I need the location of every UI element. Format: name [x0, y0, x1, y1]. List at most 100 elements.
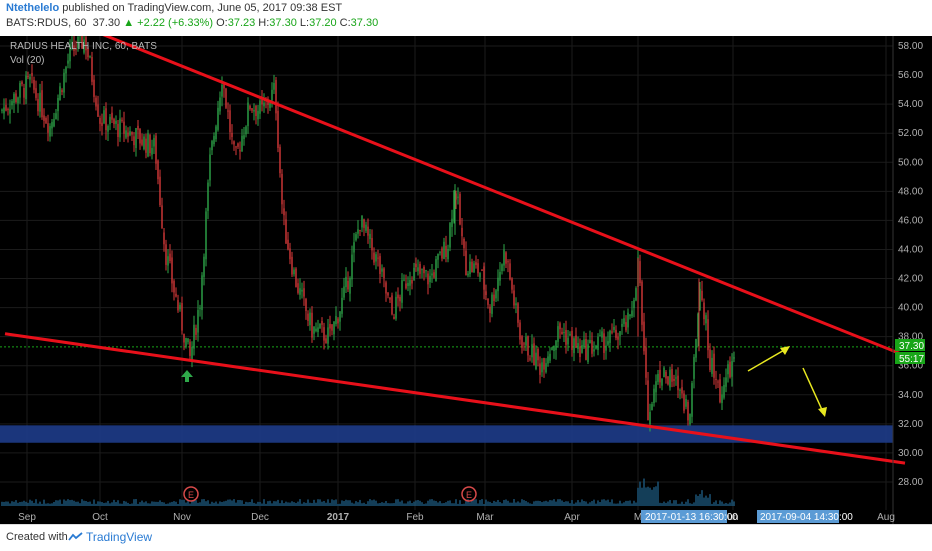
- volume-bar: [603, 499, 605, 506]
- tradingview-brand-link[interactable]: TradingView: [86, 530, 153, 544]
- candle-body: [451, 218, 453, 227]
- candle-body: [207, 182, 209, 211]
- candle-body: [593, 349, 595, 352]
- volume-bar: [545, 500, 547, 506]
- volume-bar: [427, 500, 429, 506]
- volume-bar: [679, 503, 681, 506]
- volume-bar: [179, 499, 181, 506]
- candle-body: [213, 136, 215, 145]
- candle-body: [319, 323, 321, 329]
- candle-body: [383, 268, 385, 279]
- y-tick-label: 54.00: [898, 99, 923, 110]
- candle-body: [673, 378, 675, 381]
- volume-bar: [733, 501, 735, 506]
- price-chart[interactable]: 58.00 56.00 54.00 52.00 50.00 48.00 46.00 44.00…: [0, 36, 932, 524]
- volume-bar: [511, 502, 513, 506]
- candle-body: [597, 336, 599, 350]
- volume-bar: [69, 500, 71, 506]
- volume-bar: [551, 500, 553, 506]
- candle-body: [721, 394, 723, 403]
- candle-body: [237, 143, 239, 147]
- volume-bar: [523, 500, 525, 506]
- candle-body: [25, 75, 27, 100]
- candle-body: [349, 278, 351, 294]
- volume-bar: [585, 501, 587, 506]
- volume-bar: [409, 500, 411, 506]
- candle-body: [327, 327, 329, 344]
- candle-body: [665, 371, 667, 379]
- candle-body: [71, 41, 73, 44]
- candle-body: [285, 219, 287, 244]
- volume-bar: [309, 502, 311, 506]
- y-tick-label: 44.00: [898, 244, 923, 255]
- earnings-marker-2[interactable]: E: [461, 486, 477, 502]
- candle-body: [403, 279, 405, 281]
- volume-bar: [39, 501, 41, 506]
- volume-bar: [253, 502, 255, 506]
- volume-bar: [697, 495, 699, 506]
- candle-body: [475, 262, 477, 265]
- candle-body: [653, 388, 655, 404]
- volume-bar: [593, 499, 595, 506]
- candle-body: [581, 345, 583, 353]
- candle-body: [21, 81, 23, 85]
- y-tick-label: 32.00: [898, 419, 923, 430]
- volume-bar: [203, 499, 205, 506]
- volume-bar: [503, 499, 505, 506]
- volume-bar: [323, 500, 325, 506]
- candle-body: [77, 36, 79, 49]
- volume-bar: [487, 501, 489, 506]
- volume-bar: [49, 503, 51, 506]
- instrument-label: RADIUS HEALTH INC, 60, BATS: [10, 41, 157, 52]
- volume-bar: [131, 503, 133, 506]
- volume-bar: [553, 499, 555, 506]
- volume-bar: [359, 499, 361, 506]
- candle-body: [155, 135, 157, 164]
- volume-bar: [461, 503, 463, 506]
- earnings-marker-1[interactable]: E: [183, 486, 199, 502]
- price-axis[interactable]: 58.00 56.00 54.00 52.00 50.00 48.00 46.00 44.00…: [898, 41, 923, 488]
- candle-body: [615, 329, 617, 338]
- candle-body: [483, 266, 485, 290]
- candle-body: [355, 234, 357, 241]
- volume-bar: [183, 499, 185, 506]
- candle-body: [613, 326, 615, 330]
- crosshair-time-tag-2: 2017-09-04 14:30:00: [757, 510, 853, 523]
- candle-body: [73, 45, 75, 51]
- yellow-arrow-down: [802, 367, 824, 413]
- volume-bar: [149, 503, 151, 506]
- candle-body: [621, 323, 623, 327]
- candle-body: [185, 337, 187, 347]
- candle-body: [199, 307, 201, 309]
- volume-bar: [243, 503, 245, 506]
- volume-bar: [77, 501, 79, 506]
- volume-bar: [573, 503, 575, 506]
- volume-bar: [241, 500, 243, 506]
- candle-body: [121, 119, 123, 121]
- candle-body: [203, 256, 205, 277]
- volume-bar: [559, 499, 561, 506]
- volume-bar: [423, 503, 425, 506]
- volume-bar: [357, 502, 359, 506]
- volume-bar: [387, 503, 389, 506]
- candle-body: [325, 338, 327, 344]
- volume-bar: [281, 500, 283, 506]
- volume-bar: [61, 503, 63, 506]
- candle-body: [731, 361, 733, 377]
- author-link[interactable]: Ntethelelo: [6, 2, 60, 14]
- candle-body: [643, 321, 645, 352]
- candle-body: [357, 229, 359, 234]
- volume-bar: [605, 500, 607, 506]
- volume-bar: [513, 499, 515, 506]
- volume-bar: [233, 499, 235, 506]
- open-value: 37.23: [227, 17, 256, 29]
- volume-bar: [271, 503, 273, 506]
- yellow-arrow-down-head: [818, 407, 827, 417]
- candle-body: [725, 377, 727, 387]
- candle-body: [437, 253, 439, 260]
- volume-bar: [235, 502, 237, 506]
- volume-bar: [161, 502, 163, 506]
- candle-body: [543, 358, 545, 370]
- candle-body: [379, 256, 381, 274]
